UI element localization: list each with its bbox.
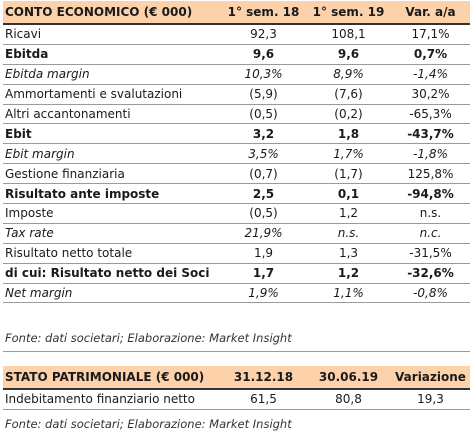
row-value-h1-2018: 10,3%	[244, 67, 283, 82]
table-row: Ebit margin 3,5% 1,7% -1,8%	[3, 144, 470, 165]
balance-table-header: STATO PATRIMONIALE (€ 000) 31.12.18 30.0…	[3, 366, 470, 390]
row-value-h1-2018: 92,3	[250, 27, 277, 42]
row-value-h1-2019: (7,6)	[334, 87, 363, 102]
row-value-change: 30,2%	[411, 87, 450, 102]
balance-header-col1: 31.12.18	[233, 370, 294, 384]
row-value-h1-2018: (0,7)	[249, 166, 278, 181]
table-row: Indebitamento finanziario netto 61,5 80,…	[3, 390, 470, 410]
row-value-change: n.s.	[419, 206, 442, 221]
row-value-change: -31,5%	[409, 246, 452, 261]
row-value-h1-2019: 1,2	[337, 266, 360, 281]
row-value-h1-2019: 1,8	[337, 126, 360, 141]
table-row: Ebitda 9,6 9,6 0,7%	[3, 45, 470, 65]
row-value-h1-2019: 0,1	[337, 186, 360, 201]
row-value-h1-2018: 2,5	[252, 186, 275, 201]
row-value-h1-2018: 1,7	[252, 266, 275, 281]
row-value-h1-2019: 9,6	[337, 47, 360, 62]
row-value-h1-2018: 1,9%	[248, 286, 279, 301]
table-row: Gestione finanziaria (0,7) (1,7) 125,8%	[3, 164, 470, 185]
row-value-change: 0,7%	[413, 47, 448, 62]
income-header-col2: 1° sem. 19	[312, 5, 385, 19]
income-source-note: Fonte: dati societari; Elaborazione: Mar…	[5, 331, 292, 345]
balance-header-col3: Variazione	[395, 370, 466, 384]
row-value-h1-2019: 1,2	[338, 206, 359, 221]
row-label: Risultato ante imposte	[5, 186, 160, 201]
row-value-change: -1,4%	[413, 67, 448, 82]
income-header-col3: Var. a/a	[405, 5, 456, 19]
row-value-h1-2019: 1,7%	[333, 146, 364, 161]
table-row: Altri accantonamenti (0,5) (0,2) -65,3%	[3, 105, 470, 125]
row-label: Risultato netto totale	[5, 246, 133, 261]
income-statement-table: CONTO ECONOMICO (€ 000) 1° sem. 18 1° se…	[3, 1, 470, 304]
row-value-h1-2018: (5,9)	[249, 87, 278, 102]
table-row: Ebitda margin 10,3% 8,9% -1,4%	[3, 65, 470, 85]
row-value-h1-2019: (1,7)	[334, 166, 363, 181]
row-value-change: n.c.	[419, 226, 442, 241]
balance-sheet-table: STATO PATRIMONIALE (€ 000) 31.12.18 30.0…	[3, 366, 470, 410]
income-header-col1: 1° sem. 18	[227, 5, 300, 19]
row-label: Ebit margin	[5, 146, 75, 161]
row-label: Imposte	[5, 206, 54, 221]
table-row: Risultato ante imposte 2,5 0,1 -94,8%	[3, 184, 470, 205]
row-value-h1-2019: (0,2)	[334, 107, 363, 121]
row-value-change: -0,8%	[413, 286, 448, 301]
row-value-h1-2019: 1,1%	[333, 286, 364, 301]
row-value-h1-2019: 108,1	[331, 27, 366, 42]
row-value-change: -94,8%	[407, 186, 454, 201]
row-label: Altri accantonamenti	[5, 107, 131, 121]
row-label: Net margin	[5, 286, 73, 301]
row-label: Ammortamenti e svalutazioni	[5, 87, 183, 102]
row-value-jun-2019: 80,8	[335, 392, 362, 407]
table-row: Ebit 3,2 1,8 -43,7%	[3, 124, 470, 145]
row-label: Ebitda margin	[5, 67, 90, 82]
row-value-h1-2018: 1,9	[253, 246, 274, 261]
table-row: di cui: Risultato netto dei Soci 1,7 1,2…	[3, 264, 470, 284]
row-value-change: -43,7%	[407, 126, 454, 141]
row-label: Gestione finanziaria	[5, 166, 125, 181]
table-row: Tax rate 21,9% n.s. n.c.	[3, 224, 470, 244]
row-value-change: 125,8%	[407, 166, 454, 181]
row-label: Ebit	[5, 126, 32, 141]
row-value-change: 17,1%	[411, 27, 450, 42]
row-label: Indebitamento finanziario netto	[5, 392, 195, 407]
row-label: Ricavi	[5, 27, 42, 42]
table-row: Imposte (0,5) 1,2 n.s.	[3, 204, 470, 224]
row-value-h1-2018: 3,2	[252, 126, 275, 141]
table-row: Ricavi 92,3 108,1 17,1%	[3, 25, 470, 45]
row-value-h1-2019: 1,3	[338, 246, 359, 261]
row-value-h1-2018: 21,9%	[244, 226, 283, 241]
row-label: Tax rate	[5, 226, 54, 241]
income-table-header: CONTO ECONOMICO (€ 000) 1° sem. 18 1° se…	[3, 1, 470, 25]
row-value-change: -65,3%	[409, 107, 452, 121]
table-row: Ammortamenti e svalutazioni (5,9) (7,6) …	[3, 85, 470, 105]
row-label: di cui: Risultato netto dei Soci	[5, 266, 210, 281]
table-row: Risultato netto totale 1,9 1,3 -31,5%	[3, 244, 470, 264]
row-value-h1-2018: 3,5%	[248, 146, 279, 161]
row-value-dec-2018: 61,5	[250, 392, 277, 407]
row-value-h1-2019: 8,9%	[333, 67, 364, 82]
row-value-h1-2018: (0,5)	[249, 107, 278, 121]
row-label: Ebitda	[5, 47, 49, 62]
section-divider	[3, 351, 470, 352]
table-row: Net margin 1,9% 1,1% -0,8%	[3, 284, 470, 304]
row-value-h1-2018: (0,5)	[249, 206, 278, 221]
income-header-title: CONTO ECONOMICO (€ 000)	[5, 5, 193, 19]
row-value-h1-2019: n.s.	[337, 226, 360, 241]
row-value-change: 19,3	[417, 392, 444, 407]
row-value-h1-2018: 9,6	[252, 47, 275, 62]
row-value-change: -32,6%	[407, 266, 454, 281]
balance-header-col2: 30.06.19	[318, 370, 379, 384]
row-value-change: -1,8%	[413, 146, 448, 161]
balance-source-note: Fonte: dati societari; Elaborazione: Mar…	[5, 417, 292, 431]
balance-header-title: STATO PATRIMONIALE (€ 000)	[5, 370, 205, 384]
